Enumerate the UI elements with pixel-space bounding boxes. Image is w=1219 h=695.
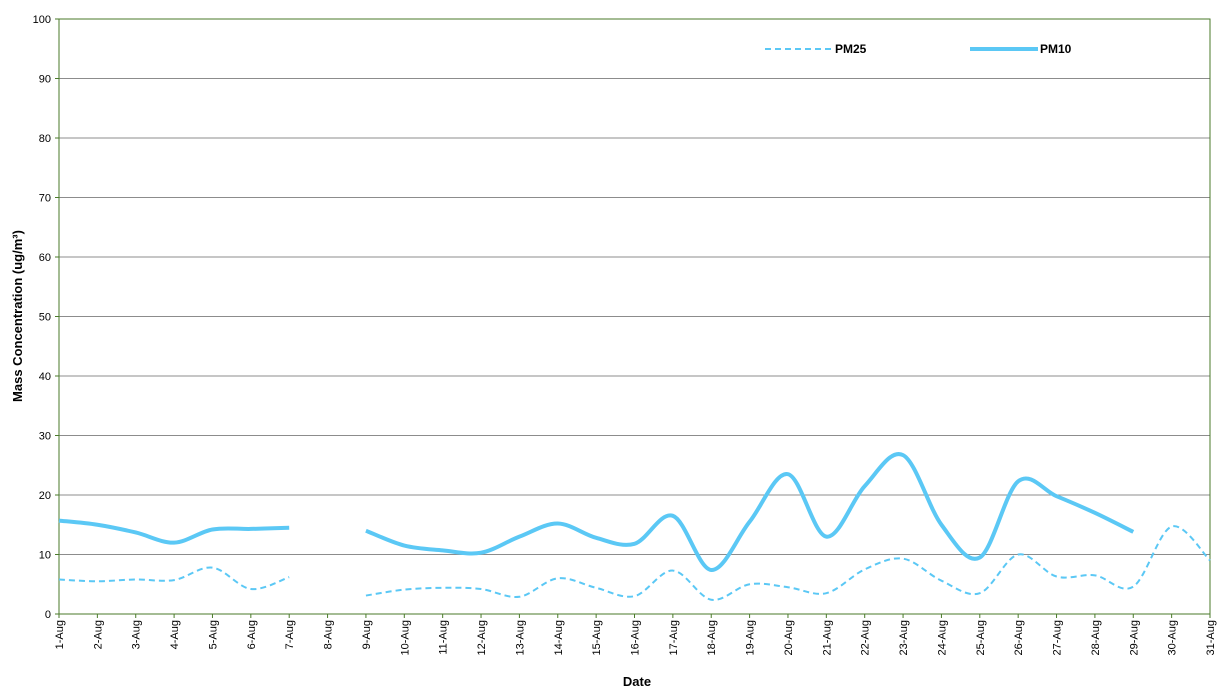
- y-tick-label: 80: [39, 133, 51, 145]
- x-tick-label: 1-Aug: [54, 620, 66, 649]
- y-axis-title: Mass Concentration (ug/m³): [10, 230, 25, 402]
- x-tick-label: 14-Aug: [553, 620, 565, 655]
- y-tick-label: 90: [39, 74, 51, 86]
- y-tick-label: 50: [39, 312, 51, 324]
- y-tick-label: 0: [45, 609, 51, 621]
- x-tick-label: 9-Aug: [361, 620, 373, 649]
- legend-label: PM10: [1040, 42, 1072, 56]
- x-tick-label: 7-Aug: [284, 620, 296, 649]
- y-tick-label: 70: [39, 193, 51, 205]
- x-tick-label: 15-Aug: [591, 620, 603, 655]
- x-tick-label: 22-Aug: [860, 620, 872, 655]
- x-tick-label: 24-Aug: [936, 620, 948, 655]
- x-tick-label: 18-Aug: [706, 620, 718, 655]
- series-line: [58, 452, 1135, 572]
- series-line: [58, 525, 1211, 601]
- x-tick-label: 30-Aug: [1167, 620, 1179, 655]
- x-tick-label: 5-Aug: [207, 620, 219, 649]
- y-tick-label: 60: [39, 252, 51, 264]
- x-tick-label: 28-Aug: [1090, 620, 1102, 655]
- x-tick-label: 12-Aug: [476, 620, 488, 655]
- x-tick-label: 20-Aug: [783, 620, 795, 655]
- x-tick-label: 4-Aug: [169, 620, 181, 649]
- x-tick-label: 13-Aug: [514, 620, 526, 655]
- legend-label: PM25: [835, 42, 867, 56]
- x-tick-label: 26-Aug: [1013, 620, 1025, 655]
- x-tick-label: 11-Aug: [438, 620, 450, 655]
- y-tick-label: 100: [33, 14, 51, 26]
- y-tick-label: 10: [39, 550, 51, 562]
- x-tick-label: 25-Aug: [975, 620, 987, 655]
- x-tick-label: 27-Aug: [1052, 620, 1064, 655]
- x-tick-label: 29-Aug: [1128, 620, 1140, 655]
- x-tick-label: 31-Aug: [1205, 620, 1217, 655]
- y-tick-label: 40: [39, 371, 51, 383]
- x-tick-label: 8-Aug: [323, 620, 335, 649]
- x-tick-label: 19-Aug: [745, 620, 757, 655]
- x-tick-label: 21-Aug: [821, 620, 833, 655]
- y-tick-label: 20: [39, 490, 51, 502]
- y-tick-label: 30: [39, 431, 51, 443]
- x-tick-label: 23-Aug: [898, 620, 910, 655]
- x-axis-title: Date: [623, 674, 651, 689]
- x-tick-label: 6-Aug: [246, 620, 258, 649]
- x-tick-label: 16-Aug: [630, 620, 642, 655]
- x-tick-label: 10-Aug: [399, 620, 411, 655]
- x-tick-label: 17-Aug: [668, 620, 680, 655]
- x-tick-label: 2-Aug: [92, 620, 104, 649]
- x-tick-label: 3-Aug: [131, 620, 143, 649]
